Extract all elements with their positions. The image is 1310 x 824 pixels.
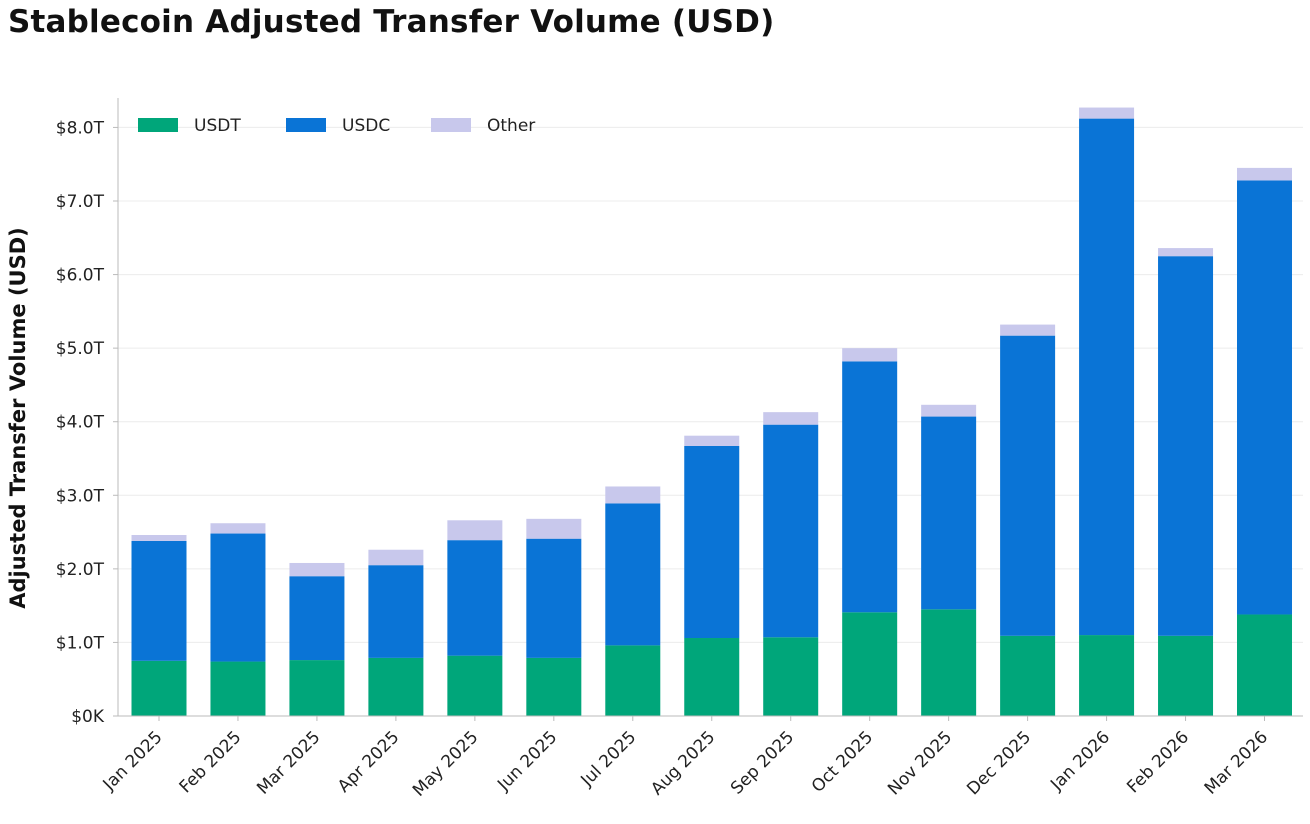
bar-usdt-jun-2025: [526, 657, 582, 716]
axes: [113, 98, 1303, 721]
bar-other-may-2025: [447, 520, 503, 541]
bar-usdc-apr-2025: [368, 565, 424, 658]
legend-label-usdc: USDC: [342, 116, 390, 136]
bar-usdc-mar-2025: [289, 576, 345, 661]
bar-other-feb-2026: [1158, 248, 1214, 257]
bar-usdt-nov-2025: [921, 609, 977, 716]
x-tick-label: Feb 2025: [176, 727, 246, 797]
bar-usdc-feb-2025: [210, 533, 266, 662]
y-tick-label: $5.0T: [56, 339, 105, 359]
bar-other-oct-2025: [842, 348, 898, 362]
bar-usdc-jun-2025: [526, 538, 582, 658]
x-tick-label: Dec 2025: [963, 727, 1035, 799]
legend-label-usdt: USDT: [194, 116, 241, 136]
bar-other-jan-2026: [1079, 107, 1135, 119]
y-tick-labels: $0K $1.0T $2.0T $3.0T $4.0T $5.0T $6.0T $7.0T $8…: [56, 118, 105, 727]
bar-usdt-mar-2026: [1237, 614, 1292, 716]
bar-usdt-sep-2025: [763, 637, 819, 716]
legend: USDT USDC Other: [138, 116, 535, 136]
chart-title: Stablecoin Adjusted Transfer Volume (USD…: [8, 4, 775, 40]
legend-swatch-usdt: [138, 118, 178, 132]
bar-usdc-jan-2026: [1079, 118, 1135, 636]
x-tick-label: Apr 2025: [334, 727, 403, 796]
bar-other-dec-2025: [1000, 324, 1056, 336]
x-tick-label: Jun 2025: [493, 727, 561, 795]
y-tick-label: $7.0T: [56, 192, 105, 212]
bar-usdt-jan-2026: [1079, 635, 1135, 716]
bar-other-sep-2025: [763, 412, 819, 425]
bar-usdt-jul-2025: [605, 645, 661, 716]
bar-usdt-oct-2025: [842, 612, 898, 716]
bar-usdt-jan-2025: [131, 660, 187, 716]
x-tick-label: Aug 2025: [647, 727, 719, 799]
bars: [131, 107, 1292, 716]
y-tick-label: $2.0T: [56, 560, 105, 580]
x-tick-label: Mar 2025: [253, 727, 324, 798]
legend-label-other: Other: [487, 116, 535, 136]
bar-usdc-dec-2025: [1000, 335, 1056, 636]
bar-usdc-jul-2025: [605, 503, 661, 646]
bar-other-feb-2025: [210, 523, 266, 534]
bar-usdt-aug-2025: [684, 638, 740, 716]
x-tick-label: Jan 2025: [99, 727, 167, 795]
bar-other-jul-2025: [605, 486, 661, 504]
bar-usdt-dec-2025: [1000, 635, 1056, 716]
y-tick-label: $3.0T: [56, 486, 105, 506]
y-tick-label: $4.0T: [56, 413, 105, 433]
y-tick-label: $0K: [71, 707, 105, 727]
bar-usdt-mar-2025: [289, 660, 345, 716]
bar-other-apr-2025: [368, 549, 424, 566]
y-tick-label: $8.0T: [56, 118, 105, 138]
bar-usdc-aug-2025: [684, 445, 740, 639]
x-tick-label: Jan 2026: [1046, 727, 1114, 795]
x-tick-label: Jul 2025: [577, 727, 641, 791]
bar-other-aug-2025: [684, 435, 740, 446]
bar-other-jan-2025: [131, 535, 187, 541]
x-tick-labels: Jan 2025 Feb 2025 Mar 2025 Apr 2025 May 2025…: [99, 727, 1272, 800]
y-tick-label: $6.0T: [56, 266, 105, 286]
bar-usdc-nov-2025: [921, 416, 977, 610]
bar-usdc-jan-2025: [131, 540, 187, 661]
x-tick-label: Oct 2025: [808, 727, 877, 796]
bar-other-nov-2025: [921, 404, 977, 417]
bar-usdt-feb-2026: [1158, 635, 1214, 716]
x-tick-label: Nov 2025: [884, 727, 956, 799]
legend-swatch-usdc: [286, 118, 326, 132]
bar-usdt-may-2025: [447, 655, 503, 716]
bar-usdc-sep-2025: [763, 424, 819, 638]
bar-usdc-may-2025: [447, 540, 503, 656]
bar-other-mar-2026: [1237, 167, 1292, 181]
bar-usdc-oct-2025: [842, 361, 898, 613]
x-tick-label: Feb 2026: [1123, 727, 1193, 797]
bar-usdt-feb-2025: [210, 661, 266, 716]
x-tick-label: Sep 2025: [727, 727, 798, 798]
x-tick-label: Mar 2026: [1201, 727, 1272, 798]
x-tick-label: May 2025: [409, 727, 482, 800]
bar-usdt-apr-2025: [368, 657, 424, 716]
bar-other-mar-2025: [289, 562, 345, 577]
y-tick-label: $1.0T: [56, 633, 105, 653]
bar-other-jun-2025: [526, 518, 582, 539]
legend-swatch-other: [431, 118, 471, 132]
bar-usdc-mar-2026: [1237, 180, 1292, 615]
y-axis-title: Adjusted Transfer Volume (USD): [6, 227, 30, 609]
bar-usdc-feb-2026: [1158, 256, 1214, 636]
